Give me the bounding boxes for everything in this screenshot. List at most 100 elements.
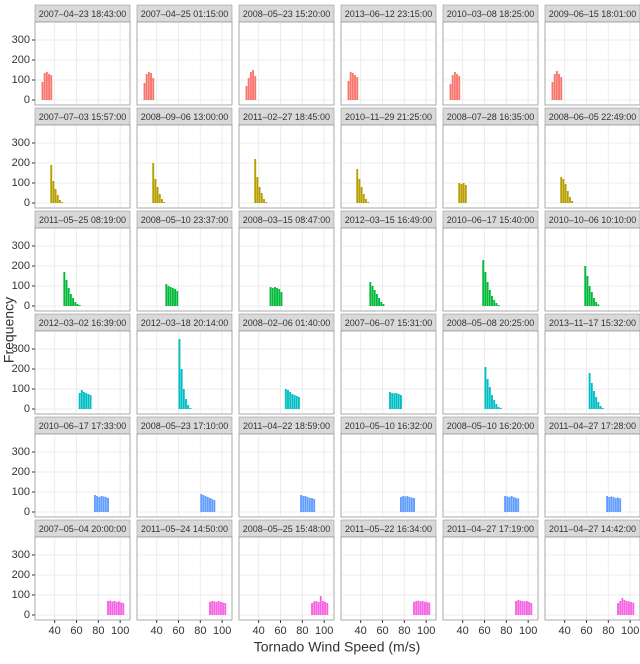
bar — [122, 603, 125, 615]
bar — [315, 601, 318, 615]
bar — [93, 495, 96, 512]
bar — [204, 496, 207, 512]
panel-border — [34, 21, 131, 106]
bar — [100, 496, 103, 512]
panel-border — [34, 124, 131, 209]
strip-title: 2011–05–22 16:34:00 — [345, 524, 432, 534]
bar — [632, 602, 635, 615]
y-tick-label: 100 — [12, 74, 30, 86]
x-tick-label: 100 — [621, 625, 639, 637]
bar — [504, 496, 507, 512]
x-tick-label: 60 — [274, 625, 286, 637]
bar — [486, 282, 489, 306]
bar — [280, 292, 283, 306]
strip-title: 2010–06–17 17:33:00 — [39, 421, 127, 431]
bar — [147, 72, 150, 100]
bar — [50, 165, 53, 203]
x-tick-label: 60 — [478, 625, 490, 637]
bar — [630, 602, 633, 615]
x-tick-label: 60 — [70, 625, 82, 637]
bar — [375, 294, 378, 306]
bar — [512, 497, 515, 512]
bar — [413, 602, 415, 615]
bar — [349, 72, 352, 100]
y-tick-label: 100 — [12, 280, 30, 292]
panel-border — [34, 227, 131, 312]
bar — [271, 288, 274, 306]
bar — [247, 78, 250, 100]
strip-title: 2009–06–15 18:01:00 — [549, 9, 637, 19]
bar — [491, 296, 493, 306]
bar — [395, 393, 398, 409]
bar — [406, 496, 409, 512]
y-tick-label: 100 — [12, 589, 30, 601]
strip-title: 2010–06–17 15:40:00 — [447, 215, 535, 225]
bar — [555, 71, 558, 100]
y-tick-label: 300 — [12, 240, 30, 252]
bar — [482, 260, 485, 306]
y-tick-label: 0 — [24, 403, 30, 415]
bar — [521, 601, 524, 615]
panel — [238, 227, 335, 312]
strip-title: 2008–03–15 08:47:00 — [243, 215, 331, 225]
strip-title: 2011–04–27 14:42:00 — [549, 524, 636, 534]
y-tick-label: 200 — [12, 569, 30, 581]
bar — [590, 292, 593, 306]
panel-border — [442, 433, 539, 518]
bar — [98, 497, 101, 512]
panel-border — [136, 227, 233, 312]
bar — [599, 406, 602, 409]
bar — [69, 294, 72, 306]
bar — [488, 290, 491, 306]
bar — [497, 305, 500, 306]
bar — [623, 600, 626, 615]
bar — [182, 389, 185, 409]
bar — [202, 495, 205, 512]
panel-border — [544, 536, 640, 621]
bar — [356, 169, 359, 203]
y-tick-label: 300 — [12, 446, 30, 458]
bar — [258, 187, 261, 203]
bar — [597, 304, 600, 306]
bar — [358, 179, 361, 203]
bar — [254, 76, 257, 100]
bar — [222, 602, 225, 615]
bar — [213, 500, 216, 512]
bar — [278, 289, 281, 306]
panel-border — [340, 536, 437, 621]
bar — [311, 498, 313, 512]
bar — [319, 596, 322, 615]
bar — [313, 499, 316, 512]
bar — [260, 193, 263, 203]
bar — [256, 177, 259, 203]
bar — [484, 272, 487, 306]
bar — [608, 497, 611, 512]
bar — [217, 601, 220, 615]
strip-title: 2012–03–18 20:14:00 — [141, 318, 229, 328]
bar — [200, 494, 203, 512]
bar — [291, 394, 294, 409]
bar — [404, 496, 407, 512]
bar — [558, 74, 560, 100]
strip-title: 2010–10–06 10:10:00 — [549, 215, 637, 225]
bar — [614, 498, 617, 512]
panel-border — [238, 21, 335, 106]
bar — [107, 498, 109, 512]
bar — [408, 497, 411, 512]
bar — [111, 601, 114, 615]
bar — [54, 189, 57, 203]
bar — [115, 602, 118, 615]
y-tick-label: 0 — [24, 300, 30, 312]
strip-title: 2008–05–23 15:20:00 — [243, 9, 331, 19]
bar — [419, 601, 422, 615]
bar — [302, 496, 305, 512]
bar — [306, 497, 309, 512]
bar — [317, 602, 320, 615]
x-tick-label: 100 — [213, 625, 231, 637]
panel — [136, 227, 233, 312]
bar — [265, 202, 268, 203]
strip-title: 2010–05–10 16:32:00 — [345, 421, 433, 431]
bar — [219, 602, 222, 615]
bar — [606, 496, 609, 512]
bar — [96, 496, 99, 512]
